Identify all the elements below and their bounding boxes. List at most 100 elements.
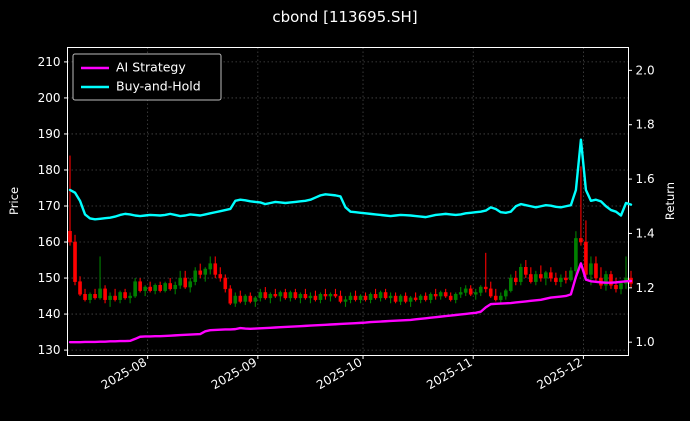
candle-body [113, 295, 117, 300]
candle-body [453, 294, 458, 300]
candle-body [318, 294, 323, 300]
candle-body [443, 292, 448, 297]
candle-body [228, 288, 233, 304]
candle-body [373, 294, 378, 299]
candle-body [594, 263, 598, 279]
candle-body [524, 266, 528, 275]
legend-label-1[interactable]: Buy-and-Hold [116, 79, 201, 94]
candle-body [213, 263, 218, 275]
candle-body [433, 294, 438, 297]
candle-body [243, 295, 248, 302]
candle-body [534, 274, 538, 282]
candle-body [338, 295, 343, 302]
candle-body [173, 285, 177, 290]
y-tick-label: 170 [38, 199, 61, 213]
line-series-layer [68, 138, 633, 344]
candle-body [488, 288, 493, 297]
candle-body [333, 294, 338, 297]
y-axis-left-label: Price [7, 187, 21, 215]
legend-box [72, 53, 222, 101]
candle-body [353, 295, 358, 300]
candle-body [559, 277, 563, 282]
y-axis-right-label: Return [663, 182, 677, 220]
candle-body [278, 292, 283, 297]
candle-body [348, 295, 353, 300]
candle-body [519, 266, 523, 282]
y-tick-label: 190 [38, 127, 61, 141]
candle-body [413, 297, 418, 300]
candle-body [363, 295, 368, 300]
candle-body [83, 294, 87, 300]
candle-body [343, 299, 348, 302]
candle-body [579, 238, 583, 243]
candle-body [118, 292, 122, 300]
candle-body [183, 277, 188, 288]
candle-body [298, 294, 303, 299]
candle-body [498, 295, 503, 300]
candle-body [268, 294, 273, 299]
candle-body [383, 292, 388, 299]
candle-body [263, 292, 268, 299]
candle-body [503, 290, 508, 297]
candle-body [193, 270, 198, 282]
candle-body [73, 241, 77, 282]
candle-body [508, 277, 513, 291]
candle-body [78, 281, 82, 295]
y2-tick-label: 2.0 [636, 63, 655, 77]
candle-body [218, 274, 223, 279]
candle-body [408, 297, 413, 302]
candle-body [293, 292, 298, 299]
y-axis-right-ticks: 1.0 1.2 1.4 1.6 1.8 2.0 [628, 63, 655, 349]
y-tick-label: 180 [38, 163, 61, 177]
candle-body [614, 285, 618, 290]
candle-body [133, 281, 137, 297]
candle-body [549, 272, 553, 279]
candle-body [198, 270, 203, 275]
candle-body [168, 283, 172, 290]
y2-tick-label: 1.8 [636, 118, 655, 132]
candle-body [143, 286, 147, 291]
candle-body [438, 292, 443, 297]
candle-body [539, 274, 543, 279]
legend-label-0[interactable]: AI Strategy [116, 60, 186, 75]
candle-body [188, 281, 193, 288]
candle-body [128, 295, 132, 299]
candle-body [418, 295, 423, 300]
candle-body [248, 295, 253, 302]
candle-body [529, 274, 533, 282]
candle-body [223, 277, 228, 290]
candle-body [233, 295, 238, 304]
candle-body [458, 292, 463, 295]
candle-body [569, 270, 573, 281]
y2-tick-label: 1.2 [636, 281, 655, 295]
candle-body [153, 285, 157, 291]
candle-body [478, 286, 483, 293]
candle-body [368, 294, 373, 300]
candle-body [468, 288, 473, 295]
candlestick-series [68, 155, 633, 307]
y-tick-label: 160 [38, 235, 61, 249]
candle-body [313, 295, 318, 300]
candle-body [178, 277, 183, 286]
candle-body [423, 295, 428, 300]
chart-legend[interactable]: AI Strategy Buy-and-Hold [72, 53, 222, 101]
candle-body [574, 238, 578, 272]
y-tick-label: 140 [38, 307, 61, 321]
candle-body [273, 294, 278, 297]
candle-body [388, 295, 393, 299]
candle-body [208, 263, 213, 270]
candle-body [463, 288, 468, 293]
candle-body [513, 277, 518, 282]
candle-body [303, 294, 308, 299]
candle-body [358, 295, 363, 300]
y2-tick-label: 1.0 [636, 335, 655, 349]
candle-body [473, 292, 478, 295]
candle-body [328, 294, 333, 297]
y-tick-label: 150 [38, 271, 61, 285]
candle-body [98, 288, 102, 299]
candle-body [253, 297, 258, 302]
candle-body [448, 295, 453, 300]
candle-body [68, 230, 72, 243]
candle-body [378, 292, 383, 299]
